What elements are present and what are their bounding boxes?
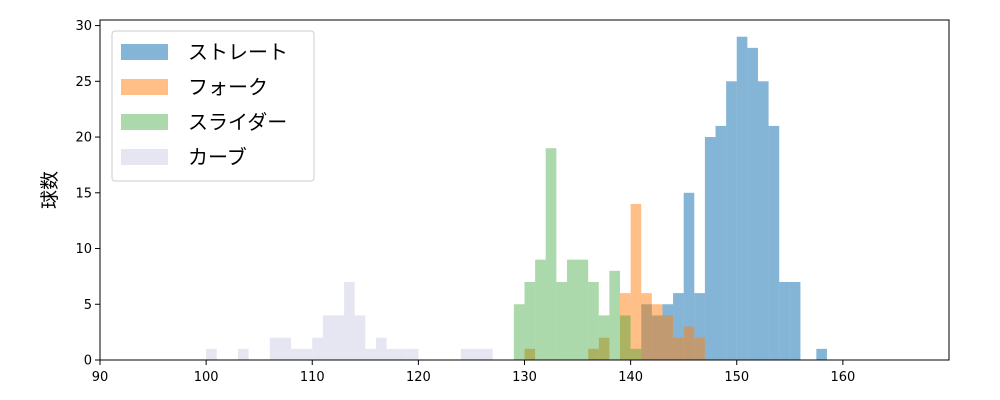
legend-swatch-1 xyxy=(121,79,168,95)
bar-series1-bin2 xyxy=(598,337,610,360)
bar-series0-bin15 xyxy=(816,348,827,360)
y-tick-label-5: 25 xyxy=(75,75,92,90)
bar-series3-bin13 xyxy=(386,348,398,360)
bar-series2-bin10 xyxy=(620,315,631,360)
y-tick-label-6: 30 xyxy=(75,19,92,34)
bar-series3-bin2 xyxy=(269,337,281,360)
y-tick-label-2: 10 xyxy=(75,242,92,257)
y-tick-label-0: 0 xyxy=(84,354,92,369)
bar-series2-bin8 xyxy=(598,315,610,360)
y-axis-label: 球数 xyxy=(39,171,61,209)
bar-series1-bin1 xyxy=(588,348,599,360)
bar-series0-bin9 xyxy=(736,36,748,360)
bar-series2-bin0 xyxy=(513,304,525,360)
bar-series2-bin6 xyxy=(577,259,589,360)
bar-series1-bin0 xyxy=(524,348,536,360)
bar-series3-bin4 xyxy=(291,348,302,360)
bar-series2-bin1 xyxy=(524,281,536,360)
legend-swatch-2 xyxy=(121,114,168,130)
bar-series1-bin7 xyxy=(662,315,674,360)
bar-series2-bin11 xyxy=(630,348,642,360)
bar-series3-bin11 xyxy=(365,348,376,360)
bar-series0-bin10 xyxy=(747,47,758,361)
x-tick-label-3: 120 xyxy=(406,370,431,385)
bar-series3-bin1 xyxy=(237,348,249,360)
histogram-bars xyxy=(206,36,827,361)
bar-series2-bin4 xyxy=(556,281,567,360)
x-tick-label-4: 130 xyxy=(512,370,537,385)
x-tick-label-1: 100 xyxy=(194,370,219,385)
bar-series1-bin3 xyxy=(620,293,631,360)
y-axis: 0 5 10 15 20 25 30 xyxy=(75,19,100,369)
bar-series0-bin5 xyxy=(694,293,705,360)
bar-series0-bin12 xyxy=(768,125,780,360)
x-tick-label-5: 140 xyxy=(618,370,643,385)
y-tick-label-4: 20 xyxy=(75,131,92,146)
x-tick-label-2: 110 xyxy=(300,370,325,385)
x-tick-label-7: 160 xyxy=(830,370,855,385)
bar-series2-bin2 xyxy=(535,259,546,360)
bar-series3-bin14 xyxy=(397,348,408,360)
bar-series3-bin12 xyxy=(375,337,387,360)
bar-series0-bin8 xyxy=(726,81,737,361)
legend-label-1: フォーク xyxy=(188,75,268,99)
legend-swatch-0 xyxy=(121,44,168,60)
bar-series3-bin15 xyxy=(407,348,419,360)
bar-series3-bin3 xyxy=(280,337,292,360)
bar-series0-bin11 xyxy=(757,81,769,361)
bar-series3-bin5 xyxy=(301,348,313,360)
y-tick-label-3: 15 xyxy=(75,186,92,201)
bar-series1-bin6 xyxy=(651,304,663,360)
bar-series0-bin13 xyxy=(779,281,790,360)
bar-series3-bin0 xyxy=(206,348,217,360)
bar-series3-bin6 xyxy=(312,337,323,360)
bar-series2-bin9 xyxy=(609,270,621,360)
bar-series1-bin4 xyxy=(630,203,642,360)
bar-series3-bin18 xyxy=(482,348,493,360)
bar-series2-bin3 xyxy=(545,148,557,360)
legend-box xyxy=(111,30,315,182)
bar-series3-bin7 xyxy=(322,315,334,360)
bar-series0-bin14 xyxy=(789,281,801,360)
y-tick-label-1: 5 xyxy=(84,298,92,313)
bar-series1-bin5 xyxy=(641,293,652,360)
x-tick-label-6: 150 xyxy=(724,370,749,385)
x-tick-label-0: 90 xyxy=(92,370,109,385)
bar-series1-bin10 xyxy=(694,337,705,360)
legend-label-3: カーブ xyxy=(188,145,247,169)
legend-swatch-3 xyxy=(121,149,168,165)
bar-series2-bin5 xyxy=(566,259,578,360)
legend-label-0: ストレート xyxy=(188,40,288,64)
bar-series0-bin7 xyxy=(715,125,727,360)
bar-series0-bin4 xyxy=(683,192,695,360)
bar-series3-bin16 xyxy=(460,348,472,360)
bar-series1-bin9 xyxy=(683,326,695,360)
legend-label-2: スライダー xyxy=(188,110,287,134)
bar-series3-bin10 xyxy=(354,315,366,360)
bar-series0-bin6 xyxy=(704,137,716,360)
bar-series0-bin3 xyxy=(673,293,684,360)
bar-series3-bin17 xyxy=(471,348,483,360)
bar-series3-bin8 xyxy=(333,315,345,360)
x-axis: 90 100 110 120 130 140 150 160 xyxy=(92,360,855,385)
bar-series3-bin9 xyxy=(344,281,355,360)
bar-series2-bin7 xyxy=(588,281,599,360)
bar-series1-bin8 xyxy=(673,337,684,360)
